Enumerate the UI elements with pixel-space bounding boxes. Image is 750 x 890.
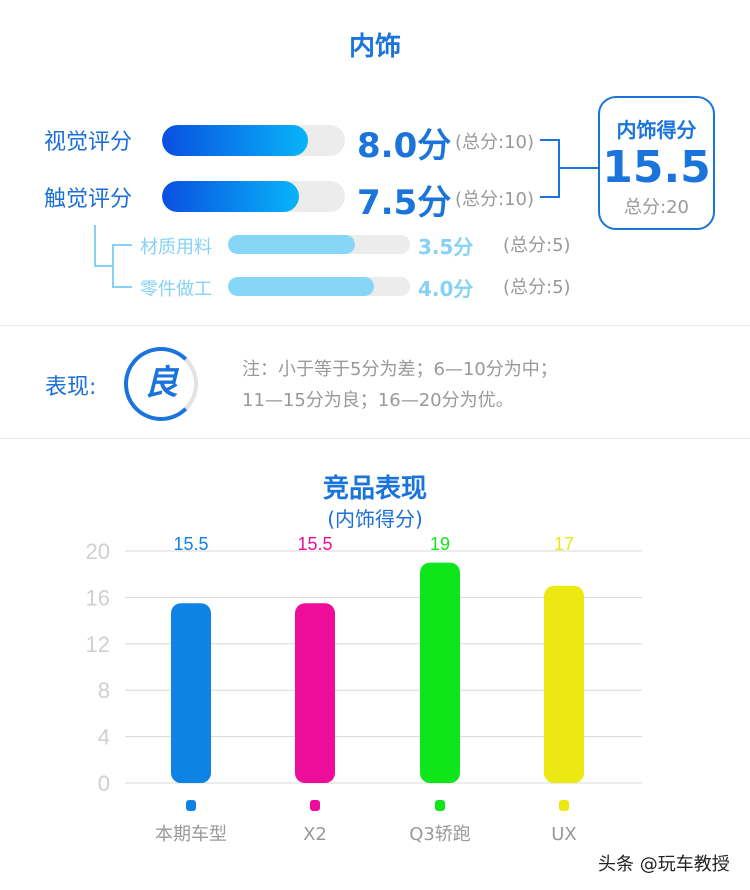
workmanship-score-max: (总分:5)	[503, 277, 571, 298]
bar-0	[171, 603, 211, 783]
y-tick-label: 16	[86, 585, 110, 610]
material-score-value: 3.5分	[418, 235, 474, 259]
bar-3	[544, 585, 584, 783]
legend-marker	[186, 800, 196, 811]
page-title: 内饰	[348, 32, 401, 62]
bar-1	[295, 603, 335, 783]
bar-2	[420, 562, 460, 783]
material-score-max: (总分:5)	[503, 235, 571, 256]
connector-line	[540, 196, 560, 198]
material-score-label: 材质用料	[140, 237, 212, 258]
sub-connector-line	[112, 244, 132, 246]
sub-connector-line	[94, 265, 114, 267]
x-tick-label: X2	[303, 824, 327, 845]
y-tick-label: 8	[98, 678, 110, 703]
material-score-bar	[228, 235, 410, 254]
data-label: 17	[554, 534, 574, 554]
grade-note-line2: 11—15分为良；16—20分为优。	[242, 390, 514, 411]
grade-note-line1: 注：小于等于5分为差；6—10分为中；	[242, 359, 558, 380]
performance-label: 表现:	[45, 375, 97, 400]
total-score-box: 内饰得分 15.5 总分:20	[598, 96, 715, 230]
connector-line	[540, 139, 560, 141]
workmanship-score-value: 4.0分	[418, 277, 474, 301]
legend-marker	[310, 800, 320, 811]
data-label: 15.5	[297, 534, 332, 554]
sub-connector-line	[112, 244, 114, 287]
x-tick-label: UX	[551, 824, 577, 845]
workmanship-score-bar	[228, 277, 410, 296]
visual-score-max: (总分:10)	[455, 132, 535, 153]
divider	[0, 325, 750, 326]
total-score-title: 内饰得分	[616, 118, 697, 142]
y-tick-label: 20	[86, 539, 110, 564]
data-label: 15.5	[173, 534, 208, 554]
legend-marker	[559, 800, 569, 811]
visual-score-bar	[162, 125, 345, 156]
chart-subtitle: (内饰得分)	[327, 507, 423, 531]
sub-connector-line	[94, 225, 96, 267]
touch-score-max: (总分:10)	[455, 189, 535, 210]
workmanship-score-fill	[228, 277, 374, 296]
divider	[0, 438, 750, 439]
y-tick-label: 0	[98, 771, 110, 796]
legend-marker	[435, 800, 445, 811]
chart-title: 竞品表现	[322, 474, 427, 504]
total-score-value: 15.5	[602, 142, 711, 193]
touch-score-label: 触觉评分	[44, 187, 133, 212]
grade-badge: 良	[124, 347, 198, 421]
watermark: 头条 @玩车教授	[598, 854, 730, 875]
visual-score-fill	[162, 125, 309, 156]
y-tick-label: 4	[98, 725, 110, 750]
touch-score-bar	[162, 181, 345, 212]
x-tick-label: Q3轿跑	[409, 824, 471, 845]
material-score-fill	[228, 235, 356, 254]
workmanship-score-label: 零件做工	[140, 279, 212, 300]
total-score-max: 总分:20	[624, 197, 689, 218]
touch-score-value: 7.5分	[357, 183, 452, 223]
y-tick-label: 12	[86, 632, 110, 657]
visual-score-label: 视觉评分	[44, 130, 133, 155]
touch-score-fill	[162, 181, 300, 212]
visual-score-value: 8.0分	[357, 126, 452, 166]
sub-connector-line	[112, 286, 132, 288]
x-tick-label: 本期车型	[155, 824, 227, 845]
connector-line	[558, 167, 598, 169]
data-label: 19	[430, 534, 450, 554]
